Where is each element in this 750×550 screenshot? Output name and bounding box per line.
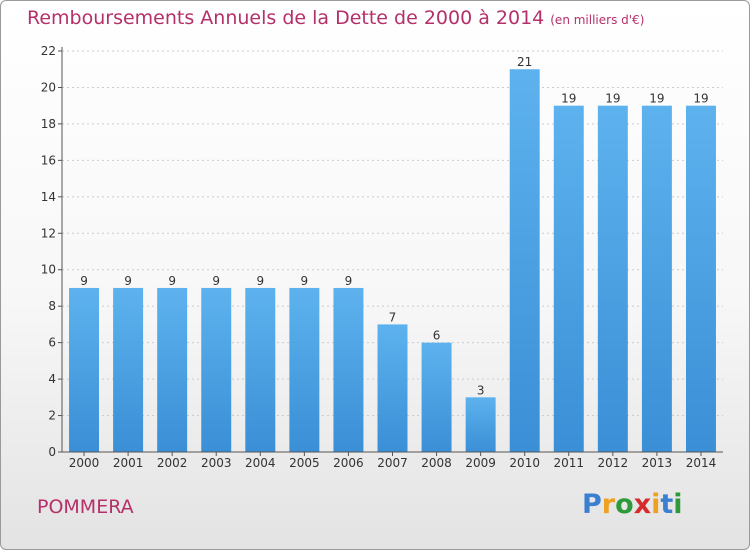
data-label: 9 — [212, 274, 220, 288]
x-tick-label: 2005 — [289, 456, 320, 470]
y-tick-label: 18 — [41, 117, 56, 131]
data-label: 7 — [389, 310, 397, 324]
data-label: 9 — [256, 274, 264, 288]
proxiti-logo: Proxiti — [582, 489, 683, 520]
data-label: 21 — [517, 55, 532, 69]
bar — [553, 105, 584, 452]
logo-letter: i — [673, 489, 683, 520]
x-tick-label: 2007 — [377, 456, 408, 470]
y-tick-label: 8 — [48, 299, 56, 313]
y-tick-label: 22 — [41, 44, 56, 58]
chart-title-text: Remboursements Annuels de la Dette de 20… — [27, 7, 545, 29]
data-label: 3 — [477, 383, 485, 397]
x-tick-label: 2013 — [642, 456, 673, 470]
data-label: 19 — [649, 92, 664, 106]
x-tick-label: 2004 — [245, 456, 276, 470]
axes — [58, 47, 723, 456]
x-tick-label: 2001 — [113, 456, 144, 470]
bar — [421, 342, 452, 452]
data-label: 19 — [605, 92, 620, 106]
y-tick-label: 2 — [48, 409, 56, 423]
bar — [245, 287, 276, 452]
x-tick-label: 2011 — [553, 456, 584, 470]
x-tick-label: 2008 — [421, 456, 452, 470]
y-tick-label: 20 — [41, 80, 56, 94]
logo-letter: x — [633, 489, 652, 520]
x-tick-label: 2009 — [465, 456, 496, 470]
data-label: 19 — [561, 92, 576, 106]
x-tick-label: 2003 — [201, 456, 232, 470]
data-label: 9 — [168, 274, 176, 288]
y-tick-label: 4 — [48, 372, 56, 386]
bar — [113, 287, 144, 452]
bar — [641, 105, 672, 452]
x-tick-label: 2002 — [157, 456, 188, 470]
bar — [289, 287, 320, 452]
data-label: 6 — [433, 329, 441, 343]
logo-letter: P — [582, 489, 602, 520]
bar — [509, 69, 540, 453]
x-tick-label: 2012 — [598, 456, 629, 470]
chart-unit: (en milliers d'€) — [550, 13, 645, 27]
y-tick-label: 12 — [41, 226, 56, 240]
commune-name: POMMERA — [37, 496, 134, 518]
bar — [597, 105, 628, 452]
bar — [685, 105, 716, 452]
bar — [333, 287, 364, 452]
logo-letter: i — [651, 489, 661, 520]
bar — [465, 397, 496, 452]
bars — [69, 69, 716, 453]
data-label: 9 — [80, 274, 88, 288]
logo-letter: t — [660, 489, 674, 520]
y-tick-label: 6 — [48, 336, 56, 350]
logo-letter: o — [615, 489, 634, 520]
bar — [69, 287, 100, 452]
data-label: 9 — [345, 274, 353, 288]
y-tick-label: 16 — [41, 153, 56, 167]
data-label: 9 — [301, 274, 309, 288]
logo-letter: r — [601, 489, 616, 520]
x-tick-label: 2014 — [686, 456, 717, 470]
x-tick-label: 2000 — [69, 456, 100, 470]
labels: 0 2 4 6 8 10 12 14 16 18 20 22 9 2000 9 2001 9 2002 9 2003 9… — [41, 44, 717, 470]
bar — [201, 287, 232, 452]
y-tick-label: 0 — [48, 445, 56, 459]
bar — [377, 324, 408, 452]
y-tick-label: 14 — [41, 190, 56, 204]
x-tick-label: 2006 — [333, 456, 364, 470]
x-tick-label: 2010 — [509, 456, 540, 470]
bar — [157, 287, 188, 452]
data-label: 9 — [124, 274, 132, 288]
data-label: 19 — [693, 92, 708, 106]
chart-title: Remboursements Annuels de la Dette de 20… — [27, 7, 644, 29]
y-tick-label: 10 — [41, 263, 56, 277]
